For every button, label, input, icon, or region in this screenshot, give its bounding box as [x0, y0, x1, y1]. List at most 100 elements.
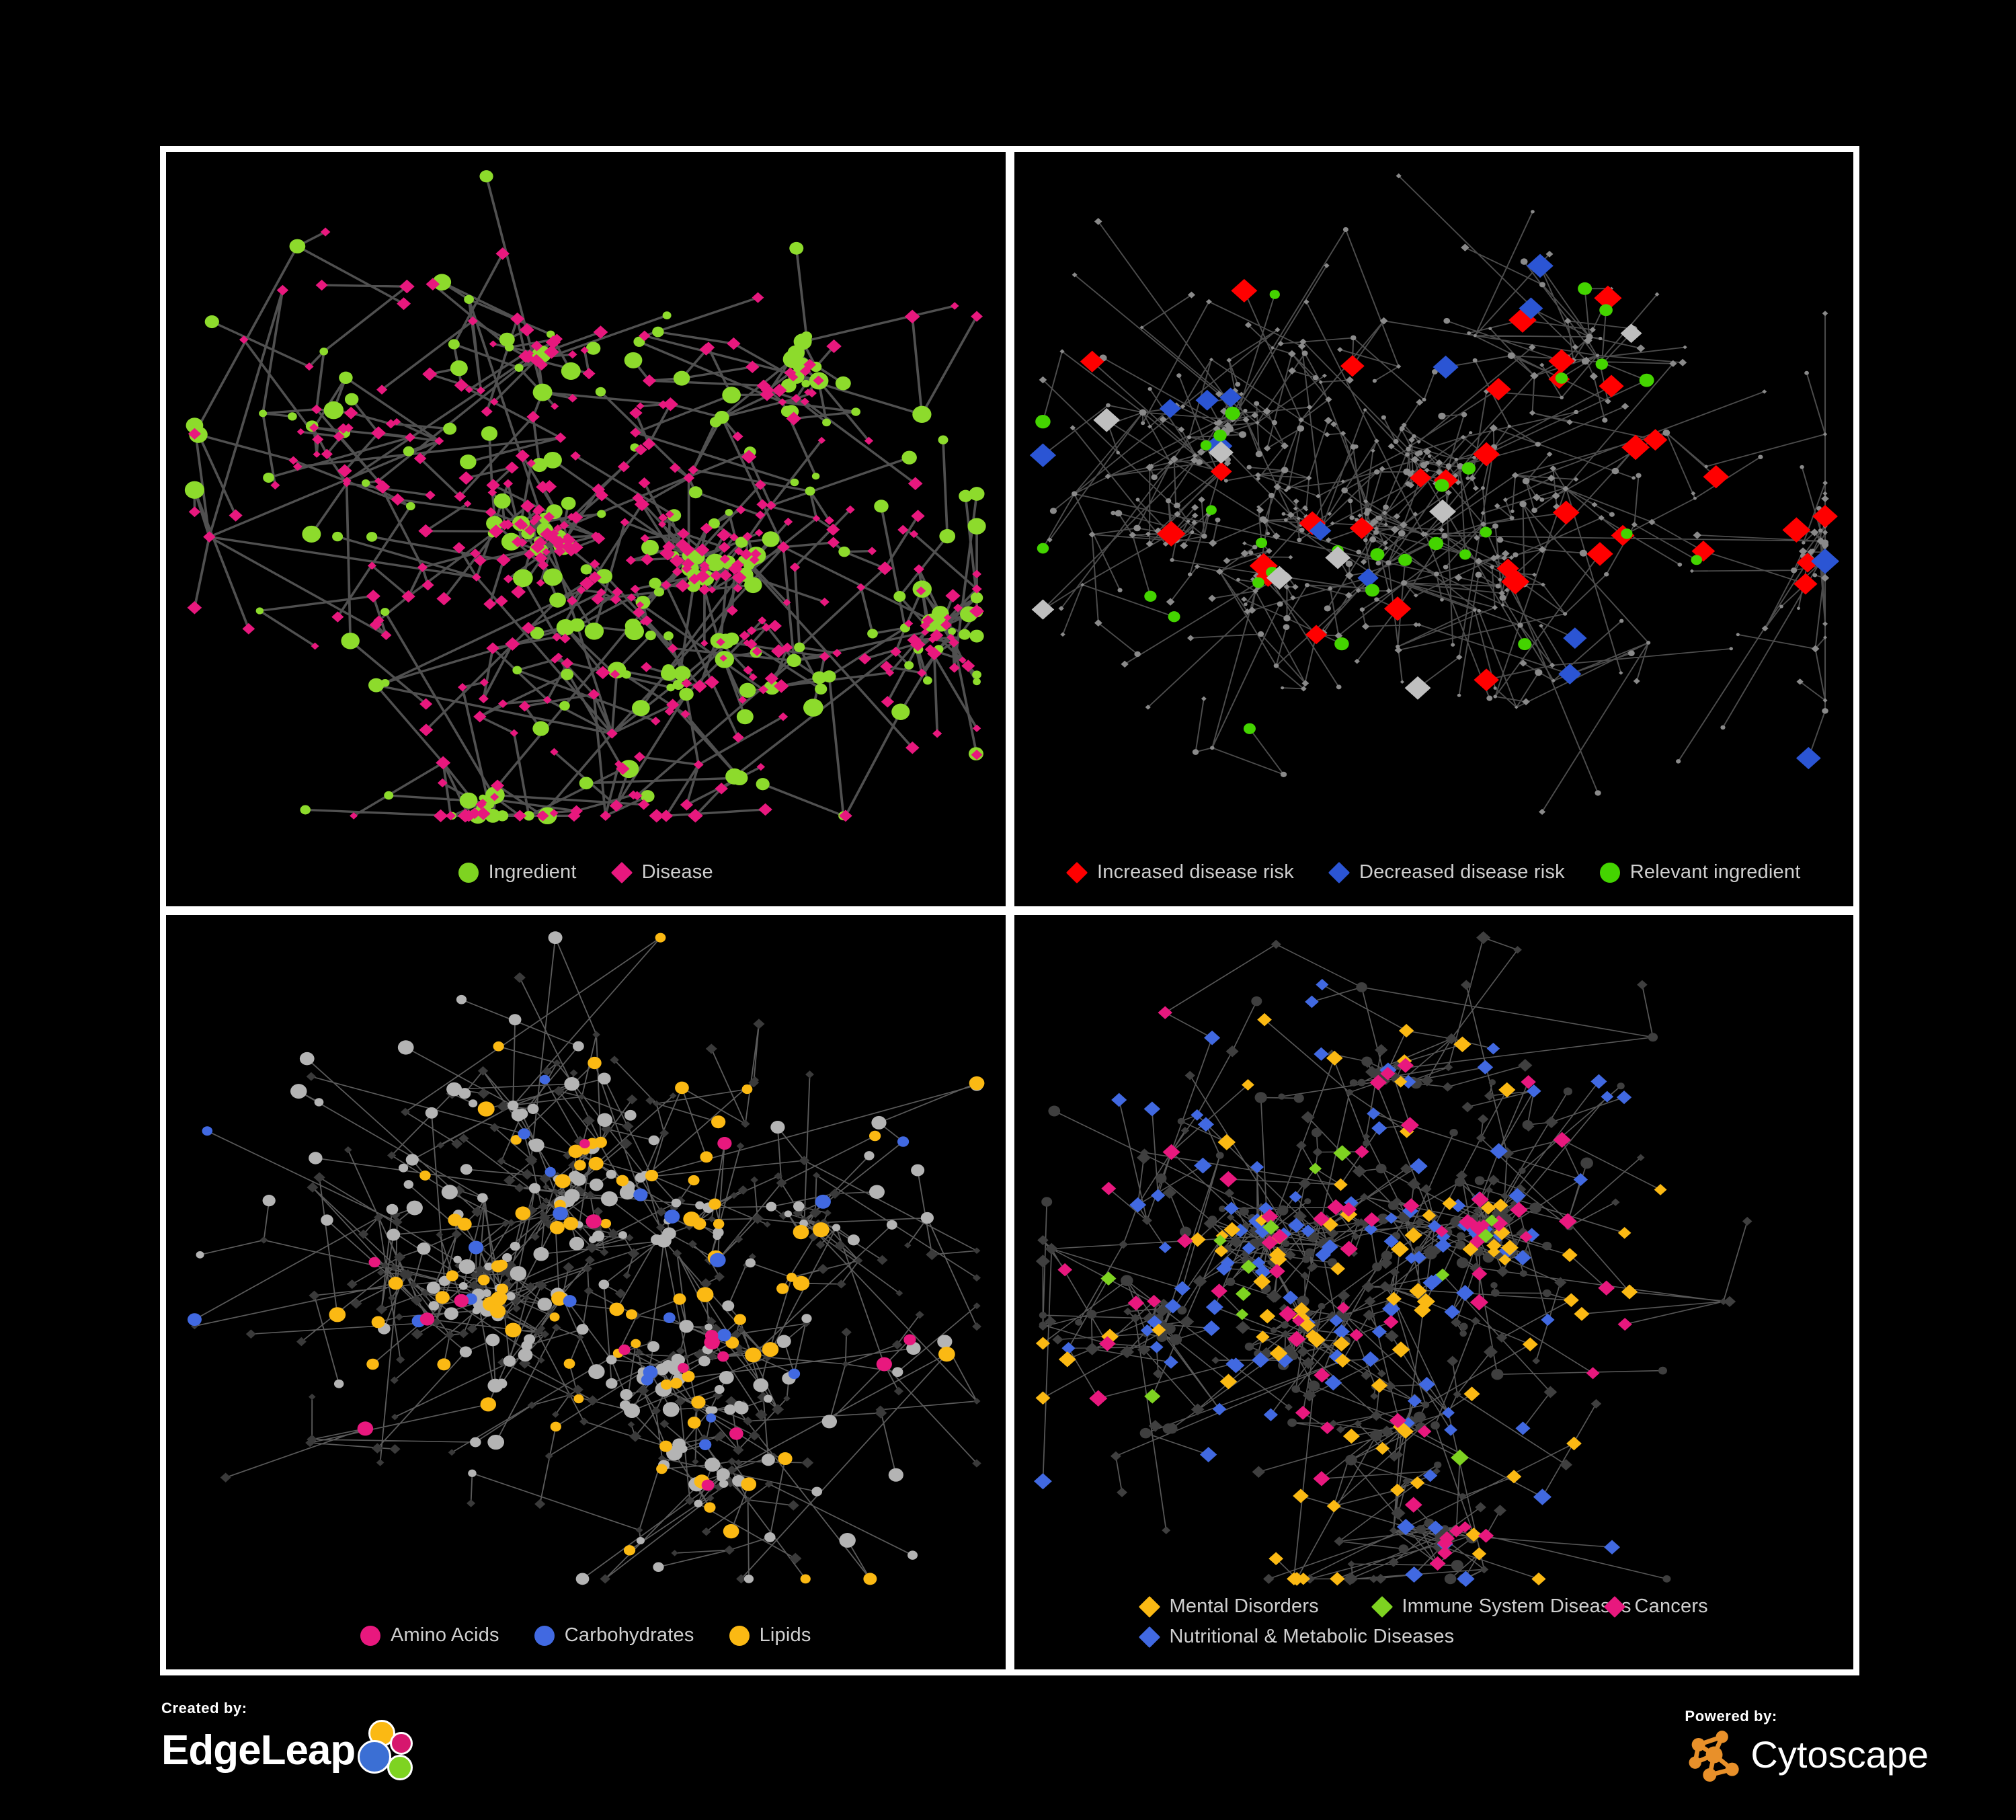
network-node[interactable] — [584, 623, 604, 640]
network-node[interactable] — [1496, 537, 1503, 543]
network-node[interactable] — [916, 586, 926, 596]
network-node[interactable] — [1086, 1310, 1096, 1319]
panel-disease-class[interactable]: Mental Disorders Immune System Diseases … — [1014, 915, 1853, 1669]
network-node[interactable] — [707, 1351, 718, 1361]
network-node[interactable] — [776, 1178, 787, 1188]
network-node[interactable] — [1296, 537, 1301, 543]
network-node[interactable] — [480, 1397, 497, 1412]
network-node[interactable] — [1057, 606, 1064, 611]
network-node[interactable] — [1450, 643, 1455, 647]
network-node[interactable] — [851, 407, 861, 416]
network-node[interactable] — [754, 528, 764, 537]
network-node[interactable] — [1529, 1202, 1541, 1214]
network-node[interactable] — [1559, 1459, 1572, 1471]
network-node[interactable] — [561, 658, 574, 669]
network-node[interactable] — [1518, 297, 1543, 319]
network-node[interactable] — [536, 579, 545, 587]
network-node[interactable] — [686, 580, 700, 592]
network-node[interactable] — [1507, 352, 1515, 359]
network-node[interactable] — [1411, 434, 1416, 438]
network-node[interactable] — [692, 1218, 707, 1230]
network-node[interactable] — [1140, 1324, 1154, 1337]
network-node[interactable] — [502, 519, 514, 530]
network-node[interactable] — [912, 405, 932, 424]
network-node[interactable] — [507, 1100, 519, 1111]
network-node[interactable] — [617, 461, 631, 473]
network-node[interactable] — [673, 1293, 686, 1305]
network-node[interactable] — [436, 1231, 444, 1238]
network-node[interactable] — [1444, 1573, 1456, 1585]
network-node[interactable] — [458, 1281, 468, 1290]
network-node[interactable] — [405, 502, 415, 511]
network-node[interactable] — [539, 1074, 551, 1084]
network-node[interactable] — [1190, 1109, 1203, 1121]
network-node[interactable] — [1047, 1105, 1060, 1117]
network-node[interactable] — [1736, 633, 1740, 637]
network-node[interactable] — [1529, 409, 1535, 416]
network-node[interactable] — [1361, 1056, 1372, 1067]
network-node[interactable] — [822, 418, 832, 427]
network-node[interactable] — [682, 1370, 695, 1382]
network-node[interactable] — [472, 1307, 481, 1314]
network-node[interactable] — [750, 549, 762, 559]
network-node[interactable] — [1473, 333, 1477, 338]
network-node[interactable] — [735, 537, 748, 548]
network-node[interactable] — [1243, 723, 1256, 734]
network-node[interactable] — [904, 661, 914, 670]
network-node[interactable] — [753, 1378, 769, 1392]
network-node[interactable] — [678, 1363, 689, 1373]
network-node[interactable] — [263, 472, 274, 483]
network-node[interactable] — [1531, 1572, 1546, 1586]
network-node[interactable] — [1460, 434, 1466, 440]
network-node[interactable] — [1416, 1525, 1426, 1534]
network-node[interactable] — [1541, 1241, 1551, 1251]
network-node[interactable] — [674, 666, 691, 681]
network-node[interactable] — [1539, 362, 1544, 368]
network-node[interactable] — [1459, 1493, 1466, 1500]
network-node[interactable] — [1118, 1240, 1128, 1249]
network-node[interactable] — [1639, 373, 1654, 387]
network-node[interactable] — [531, 513, 542, 522]
network-node[interactable] — [793, 1201, 805, 1212]
network-node[interactable] — [1035, 1255, 1050, 1268]
network-node[interactable] — [561, 533, 576, 547]
network-node[interactable] — [510, 1135, 522, 1145]
network-node[interactable] — [435, 1291, 450, 1304]
network-node[interactable] — [204, 315, 219, 329]
network-node[interactable] — [1490, 1368, 1504, 1380]
network-node[interactable] — [600, 1218, 612, 1228]
network-node[interactable] — [514, 1183, 525, 1193]
network-node[interactable] — [592, 483, 606, 496]
network-node[interactable] — [458, 1329, 469, 1339]
network-node[interactable] — [811, 473, 820, 480]
network-node[interactable] — [1174, 1281, 1191, 1296]
network-node[interactable] — [838, 546, 850, 557]
network-node[interactable] — [565, 547, 577, 557]
network-node[interactable] — [754, 479, 766, 490]
network-node[interactable] — [1459, 1330, 1467, 1337]
network-node[interactable] — [636, 1536, 645, 1544]
network-node[interactable] — [704, 1323, 713, 1331]
network-node[interactable] — [649, 809, 665, 823]
network-node[interactable] — [1342, 227, 1348, 233]
network-node[interactable] — [1373, 597, 1379, 602]
network-node[interactable] — [579, 1417, 589, 1426]
network-node[interactable] — [542, 568, 563, 586]
network-node[interactable] — [598, 1279, 610, 1290]
network-node[interactable] — [1796, 747, 1821, 770]
network-node[interactable] — [595, 387, 606, 397]
network-node[interactable] — [645, 1096, 655, 1105]
network-node[interactable] — [380, 630, 392, 641]
network-node[interactable] — [803, 358, 817, 370]
network-node[interactable] — [1496, 1266, 1509, 1277]
network-node[interactable] — [1186, 435, 1191, 440]
network-node[interactable] — [391, 1413, 399, 1421]
network-node[interactable] — [972, 569, 982, 579]
network-node[interactable] — [1200, 440, 1211, 450]
network-node[interactable] — [1133, 524, 1141, 532]
network-node[interactable] — [1287, 1418, 1297, 1427]
network-node[interactable] — [1411, 1251, 1426, 1264]
network-node[interactable] — [863, 1573, 877, 1585]
network-node[interactable] — [1201, 533, 1207, 539]
network-node[interactable] — [659, 1419, 670, 1429]
